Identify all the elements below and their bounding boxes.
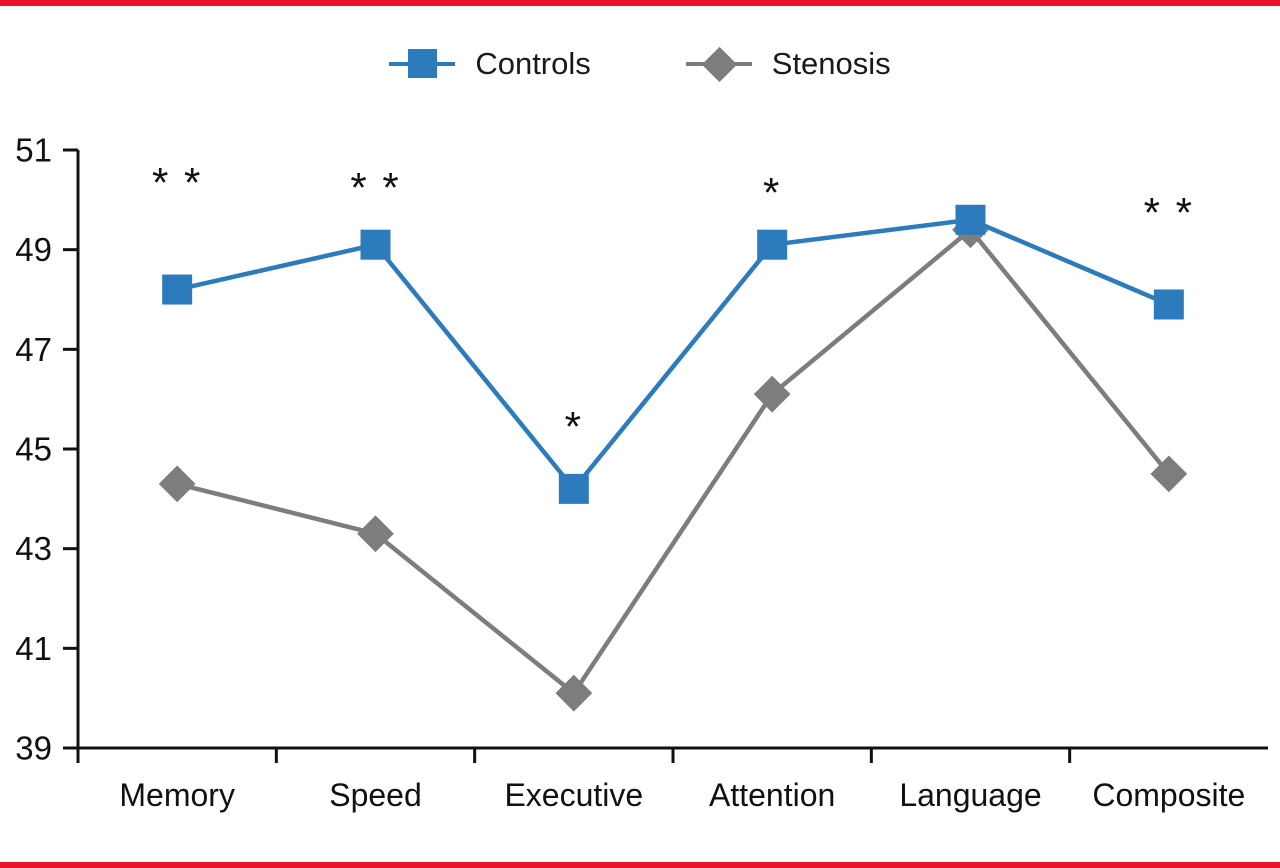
significance-asterisk: * *	[350, 164, 400, 211]
y-tick-label: 51	[15, 132, 52, 169]
stenosis-diamond-swatch	[701, 46, 737, 83]
top-border-line	[0, 0, 1280, 6]
legend-label-controls: Controls	[475, 46, 591, 81]
stenosis-diamond-marker-icon	[685, 46, 752, 83]
marker-square-controls	[162, 274, 193, 305]
marker-diamond-stenosis	[158, 465, 196, 503]
significance-asterisk: * *	[1144, 189, 1194, 236]
significance-asterisk: * *	[152, 159, 202, 206]
x-category-label: Executive	[504, 777, 643, 813]
marker-diamond-stenosis	[555, 674, 593, 712]
x-category-label: Memory	[119, 777, 235, 813]
marker-diamond-stenosis	[1150, 455, 1188, 493]
significance-asterisk: *	[565, 403, 583, 450]
x-category-label: Language	[899, 777, 1041, 813]
y-tick-label: 43	[15, 530, 52, 567]
controls-square-swatch	[408, 49, 438, 78]
legend: Controls Stenosis	[0, 46, 1280, 83]
x-category-label: Composite	[1092, 777, 1245, 813]
legend-item-stenosis: Stenosis	[685, 46, 891, 83]
controls-square-marker-icon	[389, 46, 456, 82]
y-tick-label: 47	[15, 331, 52, 368]
marker-square-controls	[955, 204, 986, 235]
x-category-label: Attention	[709, 777, 835, 813]
series-line-stenosis	[176, 226, 1171, 697]
y-tick-label: 49	[15, 231, 52, 268]
y-tick-label: 45	[15, 431, 52, 468]
marker-square-controls	[1153, 289, 1184, 320]
y-tick-label: 41	[15, 630, 52, 667]
marker-square-controls	[558, 473, 589, 504]
marker-diamond-stenosis	[357, 515, 394, 553]
marker-square-controls	[757, 229, 788, 260]
marker-square-controls	[360, 229, 391, 260]
legend-item-controls: Controls	[389, 46, 591, 82]
marker-diamond-stenosis	[753, 375, 791, 413]
y-tick-label: 39	[15, 730, 52, 767]
legend-label-stenosis: Stenosis	[771, 46, 891, 81]
bottom-border-line	[0, 862, 1280, 868]
significance-asterisk: *	[763, 169, 781, 216]
x-category-label: Speed	[329, 777, 422, 813]
series-line-controls	[176, 217, 1170, 493]
